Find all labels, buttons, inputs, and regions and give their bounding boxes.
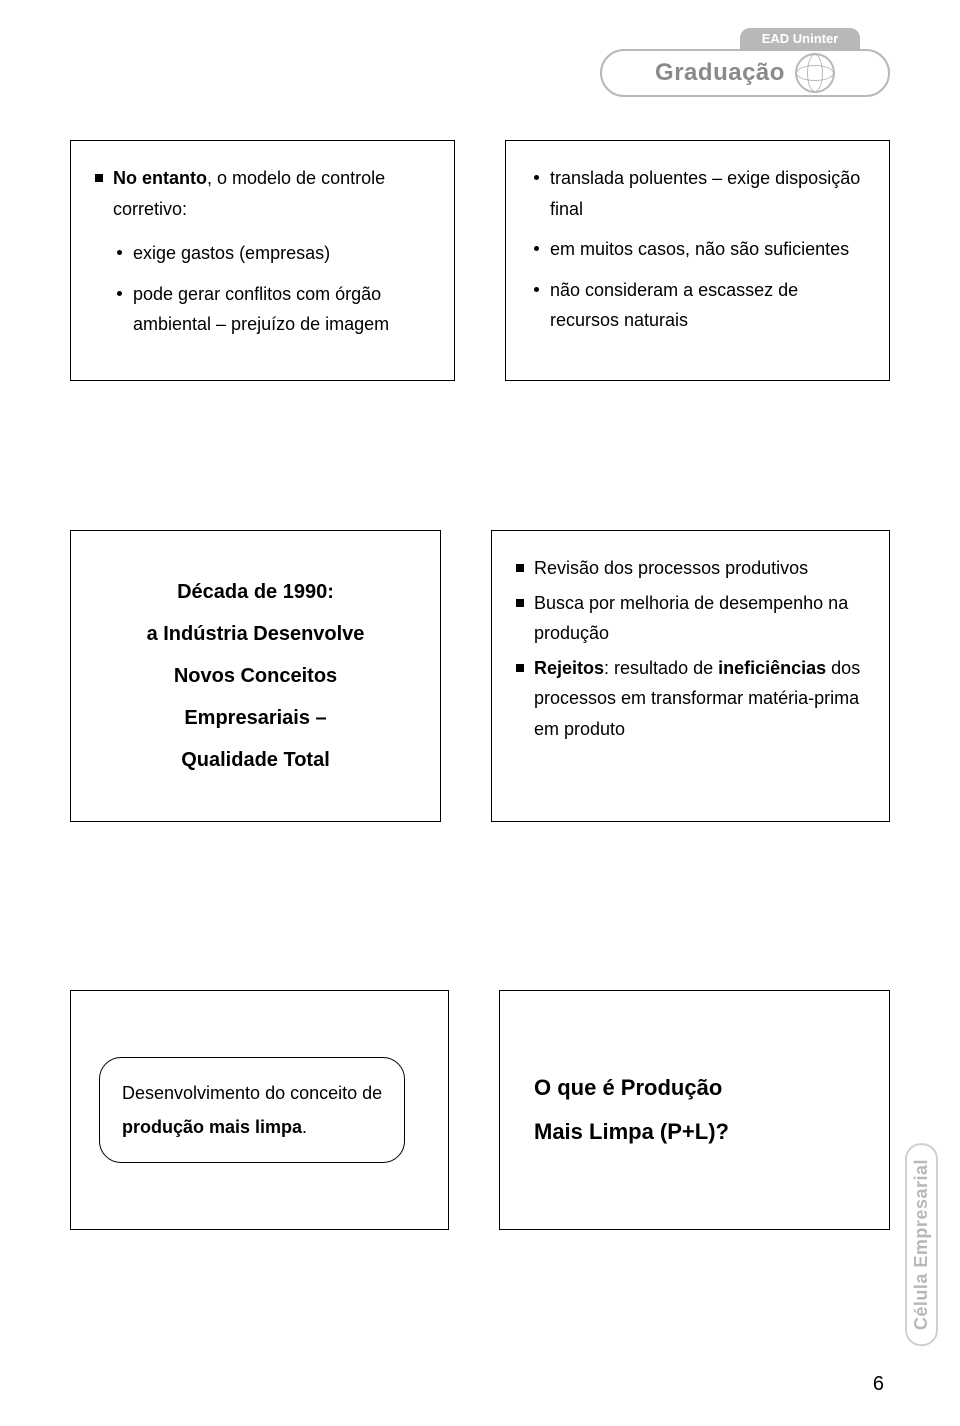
rejeitos-bold: Rejeitos: [534, 658, 604, 678]
box2-item-1: translada poluentes – exige disposição f…: [530, 163, 865, 224]
decada-line-4: Empresariais –: [81, 697, 430, 739]
box1-heading: No entanto, o modelo de controle correti…: [95, 163, 430, 224]
box-revisao: Revisão dos processos produtivos Busca p…: [491, 530, 890, 822]
graduacao-label: Graduação: [655, 59, 785, 87]
ead-uninter-tab: EAD Uninter: [740, 28, 860, 49]
revisao-item-1: Revisão dos processos produtivos: [516, 553, 865, 584]
box-desenvolvimento: Desenvolvimento do conceito de produção …: [70, 990, 449, 1230]
header-badge: EAD Uninter Graduação: [600, 28, 890, 97]
oque-line-2: Mais Limpa (P+L)?: [534, 1110, 729, 1154]
rejeitos-mid: : resultado de: [604, 658, 718, 678]
graduacao-pill: Graduação: [600, 49, 890, 97]
row-2: Década de 1990: a Indústria Desenvolve N…: [70, 530, 890, 822]
desenv-line-1: Desenvolvimento do conceito de: [122, 1083, 382, 1103]
decada-line-1: Década de 1990:: [81, 571, 430, 613]
box1-item-2: pode gerar conflitos com órgão ambiental…: [113, 279, 430, 340]
box1-heading-bold: No entanto: [113, 168, 207, 188]
desenv-period: .: [302, 1117, 307, 1137]
revisao-item-3: Rejeitos: resultado de ineficiências dos…: [516, 653, 865, 745]
box1-item-1: exige gastos (empresas): [113, 238, 430, 269]
box-decada-1990: Década de 1990: a Indústria Desenvolve N…: [70, 530, 441, 822]
box2-item-2: em muitos casos, não são suficientes: [530, 234, 865, 265]
page-number: 6: [873, 1373, 884, 1396]
desenv-line-2-bold: produção mais limpa: [122, 1117, 302, 1137]
globe-icon: [795, 53, 835, 93]
box-modelo-controle: No entanto, o modelo de controle correti…: [70, 140, 455, 381]
row-1: No entanto, o modelo de controle correti…: [70, 140, 890, 381]
box-poluentes: translada poluentes – exige disposição f…: [505, 140, 890, 381]
decada-line-5: Qualidade Total: [81, 739, 430, 781]
revisao-item-2: Busca por melhoria de desempenho na prod…: [516, 588, 865, 649]
side-label-celula: Célula Empresarial: [905, 1143, 938, 1346]
oque-line-1: O que é Produção: [534, 1066, 729, 1110]
decada-line-3: Novos Conceitos: [81, 655, 430, 697]
decada-line-2: a Indústria Desenvolve: [81, 613, 430, 655]
box-o-que-e: O que é Produção Mais Limpa (P+L)?: [499, 990, 890, 1230]
ineficiencias-bold: ineficiências: [718, 658, 826, 678]
row-3: Desenvolvimento do conceito de produção …: [70, 990, 890, 1230]
box2-item-3: não consideram a escassez de recursos na…: [530, 275, 865, 336]
inner-rounded-box: Desenvolvimento do conceito de produção …: [99, 1057, 405, 1163]
